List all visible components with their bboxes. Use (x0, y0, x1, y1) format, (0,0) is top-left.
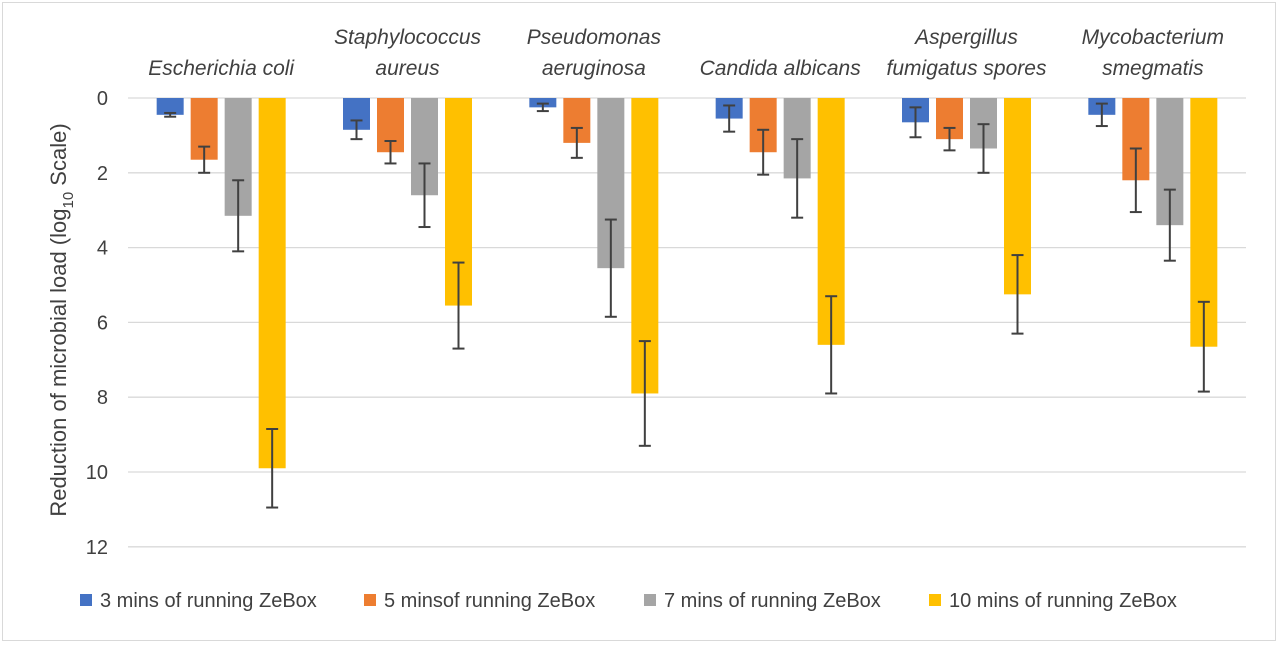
category-label: Staphylococcus (334, 26, 482, 49)
category-label: aeruginosa (542, 57, 646, 80)
y-tick-label: 8 (97, 387, 108, 409)
y-axis-ticks: 0 2 4 6 8 10 12 (86, 88, 108, 559)
error-bar (384, 140, 397, 165)
legend-swatch (644, 594, 656, 606)
error-bar (1011, 254, 1024, 335)
error-bar (1163, 188, 1176, 262)
category-label: Aspergillus (913, 26, 1018, 49)
legend-swatch (929, 594, 941, 606)
legend-label: 5 minsof running ZeBox (384, 590, 595, 612)
y-axis-label-subscript: 10 (60, 192, 77, 209)
error-bar (164, 111, 177, 118)
legend-label: 3 mins of running ZeBox (100, 590, 317, 612)
error-bar (723, 104, 736, 133)
y-tick-label: 4 (97, 238, 108, 260)
legend-label: 10 mins of running ZeBox (949, 590, 1177, 612)
y-tick-label: 10 (86, 462, 108, 484)
error-bar (791, 138, 804, 219)
error-bar (757, 128, 770, 176)
error-bar (350, 119, 363, 141)
category-label: smegmatis (1102, 57, 1204, 80)
error-bar (198, 145, 211, 174)
category-label: Mycobacterium (1082, 26, 1224, 49)
error-bar (604, 218, 617, 318)
error-bars (164, 102, 1210, 509)
error-bar (1197, 300, 1210, 393)
y-tick-label: 6 (97, 312, 108, 334)
y-tick-label: 2 (97, 163, 108, 185)
error-bar (1129, 147, 1142, 214)
bar (258, 98, 286, 469)
error-bar (943, 126, 956, 152)
category-label: aureus (375, 57, 440, 80)
legend-label: 7 mins of running ZeBox (664, 590, 881, 612)
category-labels: Escherichia coli Staphylococcus aureus Pseu… (148, 26, 1224, 80)
category-label: Candida albicans (700, 57, 862, 80)
error-bar (825, 295, 838, 395)
error-bar (909, 106, 922, 139)
gridlines (128, 97, 1246, 548)
category-label: Pseudomonas (527, 26, 662, 49)
legend-swatch (80, 594, 92, 606)
y-axis-label-main: Reduction of microbial load (log (46, 209, 71, 517)
y-axis-label: Reduction of microbial load (log10 Scale… (46, 123, 77, 516)
category-label: fumigatus spores (887, 57, 1047, 80)
bars (156, 98, 1218, 469)
error-bar (232, 179, 245, 253)
y-tick-label: 12 (86, 537, 108, 559)
error-bar (638, 340, 651, 447)
error-bar (536, 102, 549, 113)
error-bar (570, 126, 583, 159)
error-bar (1095, 102, 1108, 128)
bar (156, 98, 184, 115)
y-tick-label: 0 (97, 88, 108, 110)
error-bar (452, 261, 465, 350)
error-bar (418, 162, 431, 229)
y-axis-label-tail: Scale) (46, 123, 71, 191)
category-label: Escherichia coli (148, 57, 295, 80)
error-bar (977, 123, 990, 174)
legend: 3 mins of running ZeBox 5 minsof running … (80, 590, 1177, 612)
legend-swatch (364, 594, 376, 606)
error-bar (266, 427, 279, 509)
